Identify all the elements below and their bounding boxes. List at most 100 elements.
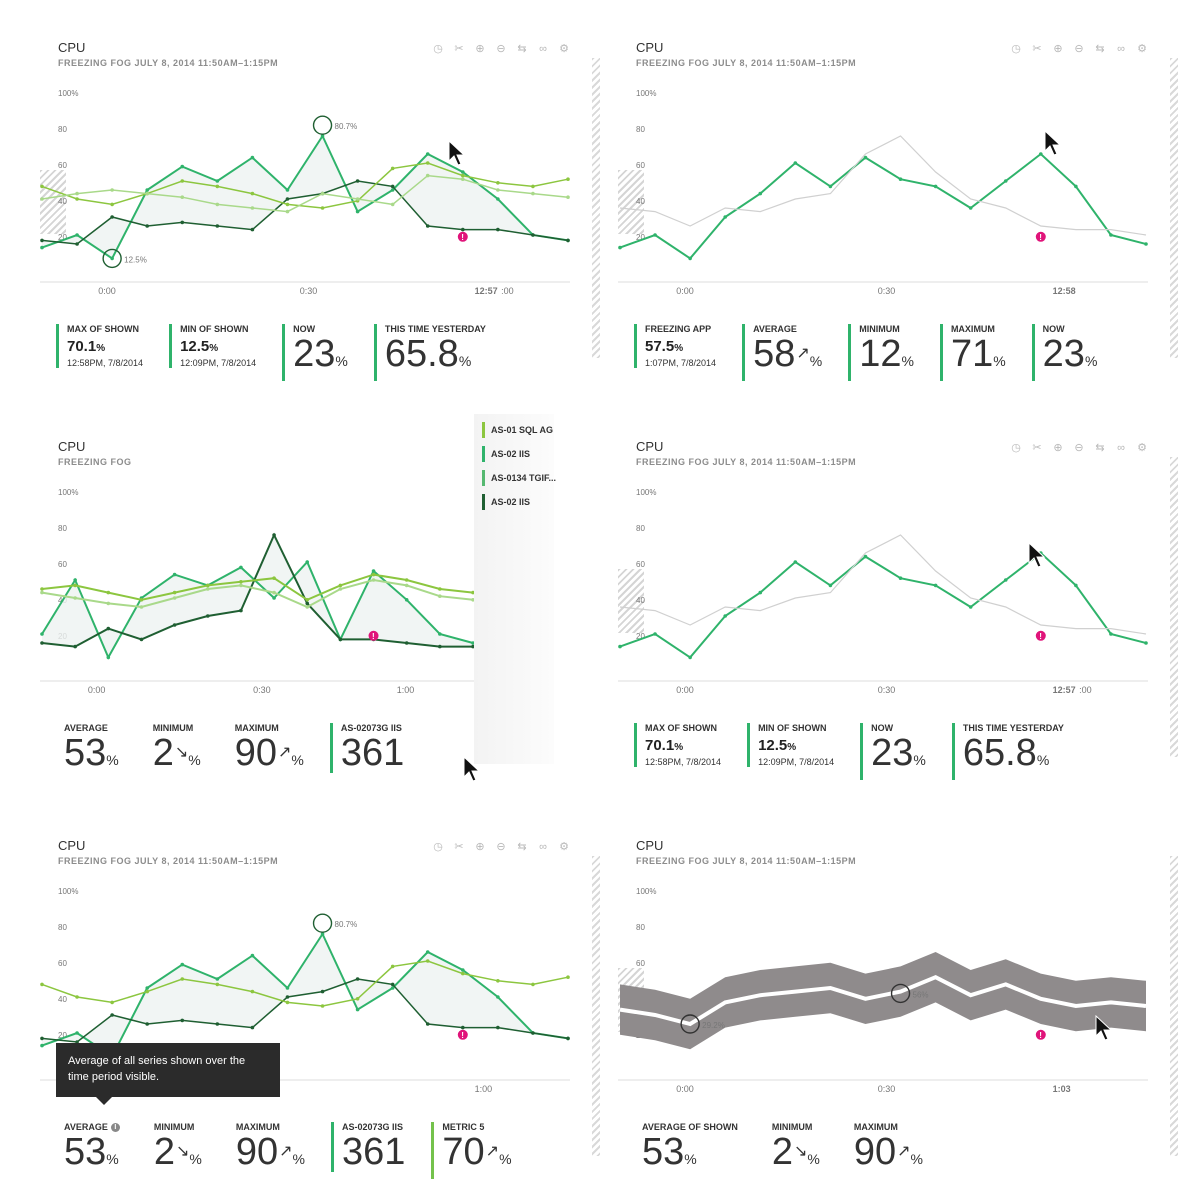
line-chart[interactable]: 100% 80 60 40 20 ! 0:00 0:30 12:57:00	[618, 481, 1148, 696]
data-point	[180, 195, 185, 199]
gear-icon[interactable]: ⚙	[559, 43, 569, 55]
zoom-out-icon[interactable]: ⊖	[496, 43, 506, 55]
clock-icon[interactable]: ◷	[1011, 43, 1021, 55]
stat-as-02073g-iis[interactable]: AS-02073G IIS 361	[330, 1122, 405, 1172]
info-icon[interactable]: i	[110, 1122, 120, 1132]
stat-now[interactable]: NOW 23%	[860, 723, 926, 780]
data-point	[250, 206, 255, 210]
stat-max-of-shown[interactable]: MAX OF SHOWN 70.1% 12:58PM, 7/8/2014	[634, 723, 721, 767]
cursor-shape	[1044, 130, 1062, 156]
scroll-edge-right[interactable]	[1170, 58, 1178, 358]
series-line-4	[41, 174, 569, 213]
gear-icon[interactable]: ⚙	[559, 841, 569, 853]
stat-now[interactable]: NOW 23%	[282, 324, 348, 381]
zoom-out-icon[interactable]: ⊖	[1074, 442, 1084, 454]
scroll-edge-right[interactable]	[592, 58, 600, 358]
data-point	[471, 590, 475, 595]
stat-minimum[interactable]: MINIMUM 2↘%	[146, 1122, 202, 1179]
line-chart[interactable]: 100% 80 60 40 20 ! 80.7% 12.5% 0:00 0:30 12:57:00	[40, 82, 570, 297]
link-icon[interactable]: ∞	[1117, 442, 1125, 454]
stat-this-time-yesterday[interactable]: THIS TIME YESTERDAY 65.8%	[951, 723, 1064, 780]
clock-icon[interactable]: ◷	[433, 43, 443, 55]
scroll-edge-right[interactable]	[1170, 457, 1178, 757]
stat-label: MINIMUM	[152, 723, 194, 733]
chart-title: CPU	[58, 40, 86, 55]
y-tick-label: 80	[636, 923, 645, 932]
stat-min-of-shown[interactable]: MIN OF SHOWN 12.5% 12:09PM, 7/8/2014	[169, 324, 256, 368]
stat-average-of-shown[interactable]: AVERAGE OF SHOWN 53%	[634, 1122, 738, 1179]
y-tick-label: 100%	[58, 89, 78, 98]
scroll-edge-right[interactable]	[592, 856, 600, 1156]
gear-icon[interactable]: ⚙	[1137, 442, 1147, 454]
scroll-edge-left[interactable]	[618, 170, 644, 234]
zoom-out-icon[interactable]: ⊖	[496, 841, 506, 853]
data-point	[933, 184, 938, 189]
scroll-edge-right[interactable]	[1170, 856, 1178, 1156]
legend-item-3[interactable]: AS-0134 TGIF...	[482, 470, 556, 486]
data-point	[285, 1000, 290, 1005]
scroll-edge-left[interactable]	[40, 170, 66, 234]
zoom-in-icon[interactable]: ⊕	[475, 43, 485, 55]
link-broken-icon[interactable]: ⇆	[517, 841, 527, 853]
stat-minimum[interactable]: MINIMUM 2↘%	[145, 723, 201, 780]
clock-icon[interactable]: ◷	[433, 841, 443, 853]
stat-label: NOW	[293, 324, 316, 334]
stat-average[interactable]: AVERAGE 53%	[56, 723, 119, 780]
stat-this-time-yesterday[interactable]: THIS TIME YESTERDAY 65.8%	[373, 324, 486, 381]
stat-minimum[interactable]: MINIMUM 12%	[848, 324, 914, 381]
chart-subtitle: FREEZING FOG JULY 8, 2014 11:50AM–1:15PM	[636, 457, 857, 467]
data-point	[180, 220, 185, 225]
link-broken-icon[interactable]: ⇆	[1095, 442, 1105, 454]
line-chart[interactable]: 100% 80 60 40 20 ! 80.7% 1:00	[40, 880, 570, 1095]
scissors-icon[interactable]: ✂	[1032, 43, 1042, 55]
data-point	[461, 170, 465, 174]
stat-average[interactable]: AVERAGE 58↗%	[742, 324, 822, 381]
stat-label: AVERAGE	[64, 723, 108, 733]
stat-minimum[interactable]: MINIMUM 2↘%	[764, 1122, 820, 1179]
y-tick-label: 40	[58, 995, 67, 1004]
stat-maximum[interactable]: MAXIMUM 90↗%	[846, 1122, 923, 1179]
data-point	[496, 995, 500, 999]
stat-metric-5[interactable]: METRIC 5 70↗%	[431, 1122, 512, 1179]
zoom-in-icon[interactable]: ⊕	[1053, 442, 1063, 454]
stat-min-of-shown[interactable]: MIN OF SHOWN 12.5% 12:09PM, 7/8/2014	[747, 723, 834, 767]
stat-freezing-app[interactable]: FREEZING APP 57.5% 1:07PM, 7/8/2014	[634, 324, 716, 368]
link-icon[interactable]: ∞	[1117, 43, 1125, 55]
legend-item-4[interactable]: AS-02 IIS	[482, 494, 554, 510]
y-tick-label: 20	[636, 632, 645, 641]
legend-item-2[interactable]: AS-02 IIS	[482, 446, 554, 462]
link-broken-icon[interactable]: ⇆	[1095, 43, 1105, 55]
data-point	[73, 596, 77, 600]
link-icon[interactable]: ∞	[539, 841, 547, 853]
link-broken-icon[interactable]: ⇆	[517, 43, 527, 55]
link-icon[interactable]: ∞	[539, 43, 547, 55]
stat-average[interactable]: AVERAGE i 53%	[56, 1122, 120, 1179]
scissors-icon[interactable]: ✂	[454, 43, 464, 55]
stat-maximum[interactable]: MAXIMUM 90↗%	[227, 723, 304, 780]
stat-max-of-shown[interactable]: MAX OF SHOWN 70.1% 12:58PM, 7/8/2014	[56, 324, 143, 368]
legend-item-1[interactable]: AS-01 SQL AG	[482, 422, 554, 438]
zoom-in-icon[interactable]: ⊕	[1053, 43, 1063, 55]
stat-maximum[interactable]: MAXIMUM 90↗%	[228, 1122, 305, 1179]
gear-icon[interactable]: ⚙	[1137, 43, 1147, 55]
stat-as-02073g-iis[interactable]: AS-02073G IIS 361	[329, 723, 404, 773]
line-chart[interactable]: 100% 80 60 40 20 ! 0:00 0:30 12:58	[618, 82, 1148, 297]
data-point	[425, 161, 430, 165]
scissors-icon[interactable]: ✂	[454, 841, 464, 853]
scroll-edge-left[interactable]	[618, 569, 644, 633]
zoom-in-icon[interactable]: ⊕	[475, 841, 485, 853]
clock-icon[interactable]: ◷	[1011, 442, 1021, 454]
series-line-1	[619, 152, 1147, 260]
stat-maximum[interactable]: MAXIMUM 71%	[939, 324, 1006, 381]
stat-label: FREEZING APP	[645, 324, 712, 334]
data-point	[531, 191, 535, 196]
data-point	[425, 950, 430, 954]
x-tick-label: 0:00	[98, 286, 116, 296]
scissors-icon[interactable]: ✂	[1032, 442, 1042, 454]
stat-now[interactable]: NOW 23%	[1031, 324, 1097, 381]
data-point	[285, 202, 290, 207]
zoom-out-icon[interactable]: ⊖	[1074, 43, 1084, 55]
x-tick-label: 1:03	[1053, 1084, 1071, 1094]
